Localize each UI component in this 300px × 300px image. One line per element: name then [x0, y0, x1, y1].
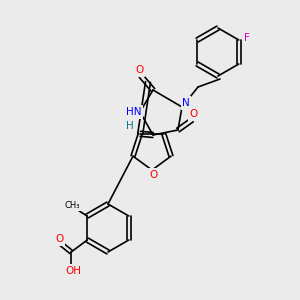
Text: H: H — [126, 121, 134, 131]
Text: O: O — [190, 109, 198, 119]
Text: CH₃: CH₃ — [64, 200, 80, 209]
Text: O: O — [135, 65, 143, 75]
Text: H: H — [126, 121, 134, 131]
Text: O: O — [149, 170, 157, 180]
Text: N: N — [182, 98, 190, 108]
Text: HN: HN — [126, 107, 142, 117]
Text: O: O — [55, 234, 63, 244]
Text: F: F — [244, 33, 250, 43]
Text: OH: OH — [65, 266, 81, 276]
